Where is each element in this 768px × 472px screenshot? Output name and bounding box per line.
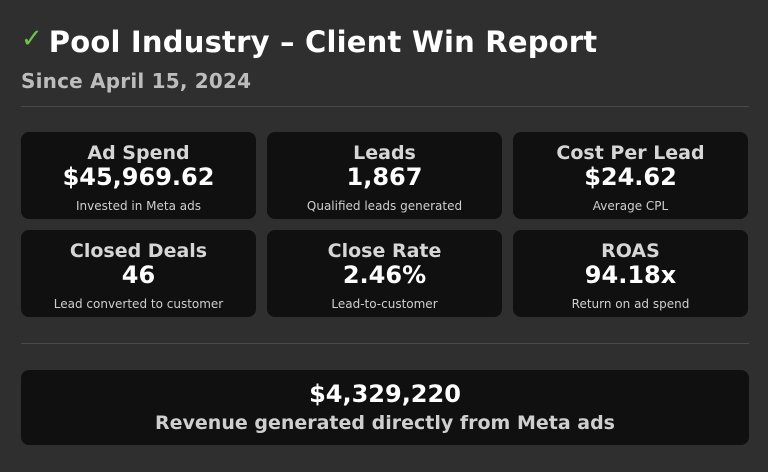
revenue-value: $4,329,220 [309,380,461,408]
metric-value: 94.18x [584,261,677,289]
metric-card-close-rate: Close Rate 2.46% Lead-to-customer [267,230,502,317]
metric-description: Invested in Meta ads [76,199,201,213]
metric-label: Close Rate [327,240,442,262]
metrics-grid: Ad Spend $45,969.62 Invested in Meta ads… [21,132,749,317]
metric-description: Lead-to-customer [331,297,438,311]
metric-card-cost-per-lead: Cost Per Lead $24.62 Average CPL [513,132,748,219]
page-title: Pool Industry – Client Win Report [48,25,598,59]
metric-value: $45,969.62 [62,163,215,191]
metric-label: Leads [353,142,416,164]
metric-value: 1,867 [346,163,423,191]
metric-description: Qualified leads generated [306,199,463,213]
title-row: ✓ Pool Industry – Client Win Report [21,22,749,62]
divider-middle [21,343,749,344]
revenue-description: Revenue generated directly from Meta ads [155,412,615,434]
metric-value: 2.46% [342,261,427,289]
report-header: ✓ Pool Industry – Client Win Report Sinc… [21,22,749,93]
page-subtitle: Since April 15, 2024 [21,69,252,93]
divider-top [21,106,749,107]
metric-card-roas: ROAS 94.18x Return on ad spend [513,230,748,317]
metric-description: Return on ad spend [571,297,690,311]
revenue-card: $4,329,220 Revenue generated directly fr… [21,370,749,445]
metric-value: 46 [121,261,156,289]
metric-label: Cost Per Lead [556,142,705,164]
metric-description: Lead converted to customer [53,297,224,311]
metric-label: Ad Spend [87,142,190,164]
metric-label: ROAS [601,240,660,262]
metric-card-closed-deals: Closed Deals 46 Lead converted to custom… [21,230,256,317]
metric-label: Closed Deals [69,240,208,262]
metric-description: Average CPL [592,199,669,213]
checkmark-icon: ✓ [21,24,43,54]
metric-card-ad-spend: Ad Spend $45,969.62 Invested in Meta ads [21,132,256,219]
metric-card-leads: Leads 1,867 Qualified leads generated [267,132,502,219]
metric-value: $24.62 [584,163,677,191]
